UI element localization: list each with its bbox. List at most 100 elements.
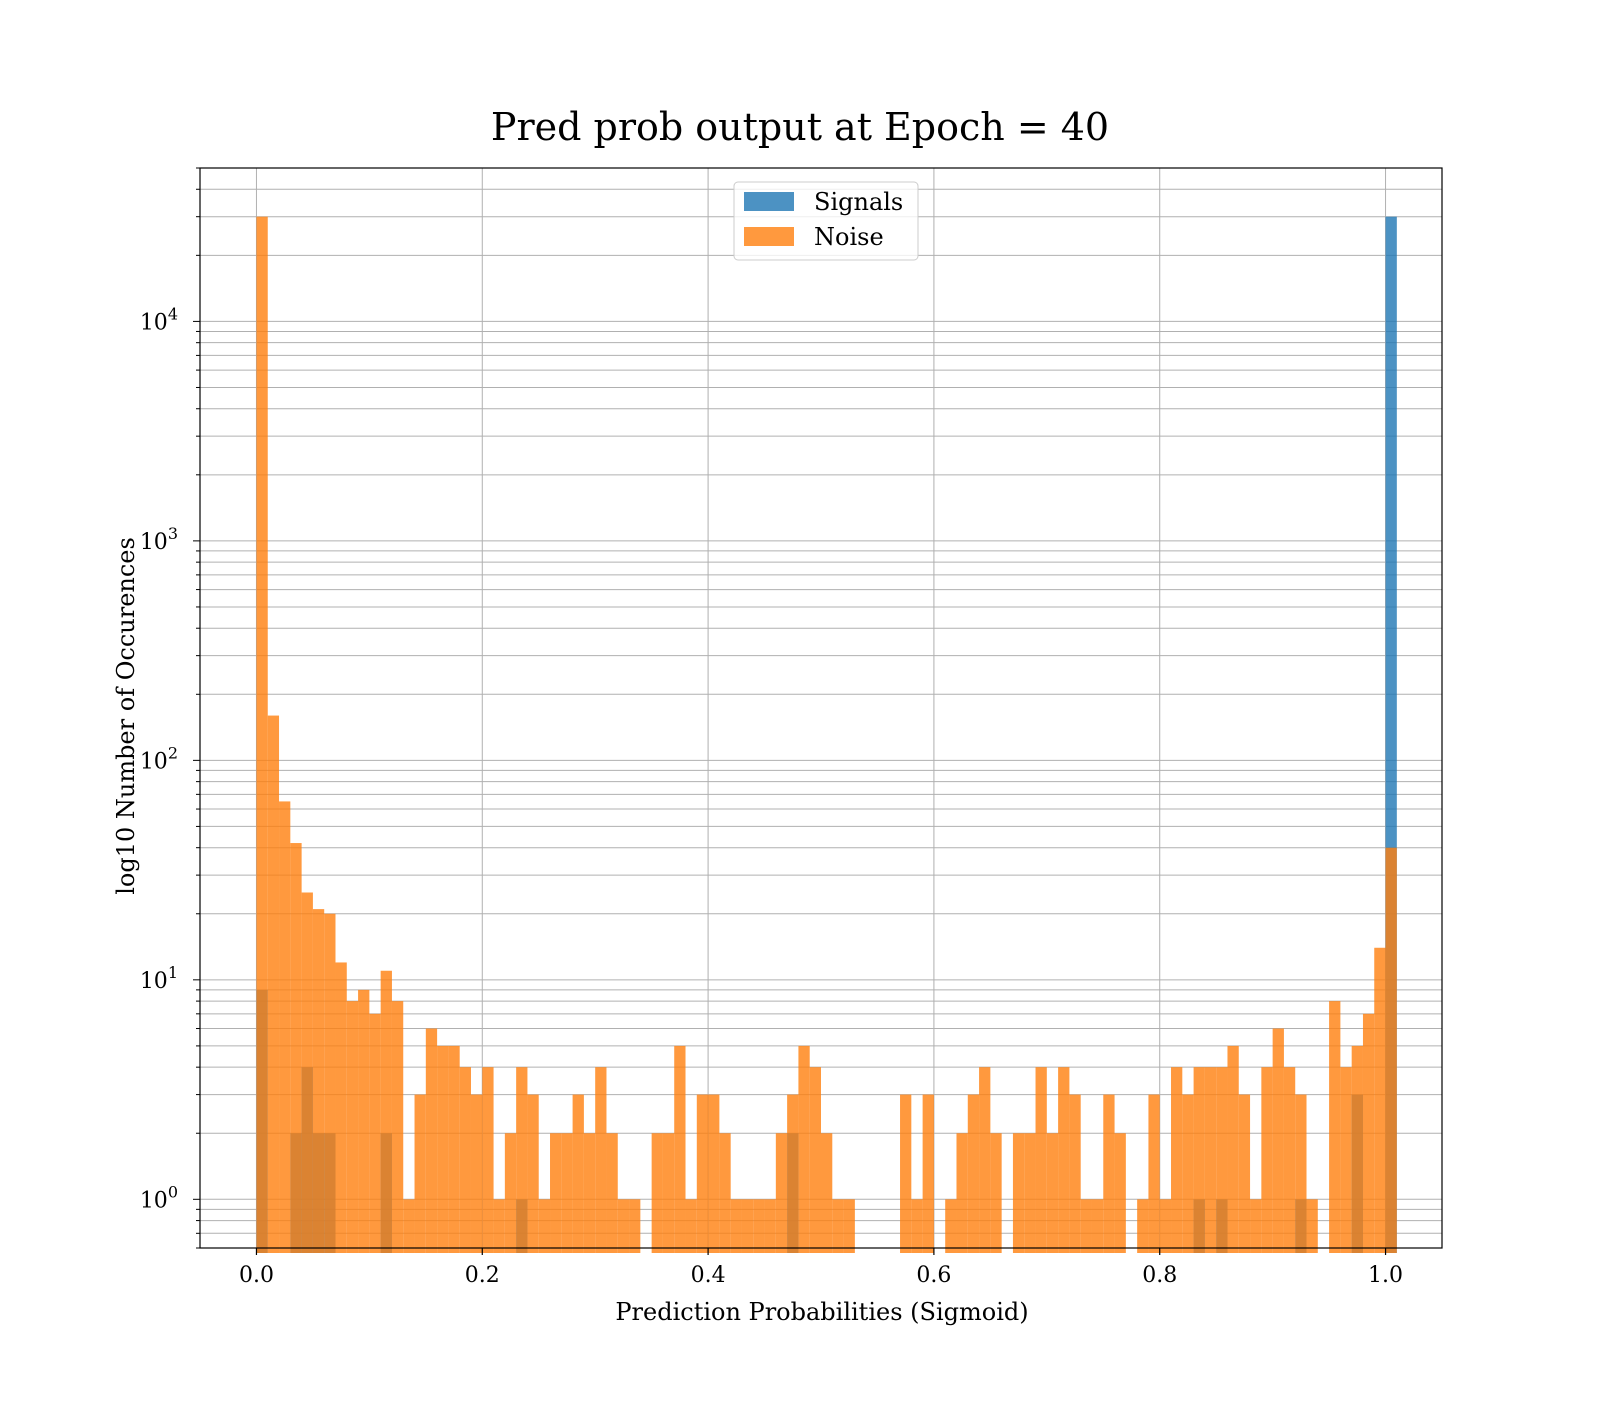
bar-noise xyxy=(911,1199,923,1253)
bar-noise xyxy=(595,1067,607,1253)
bar-noise xyxy=(1374,947,1386,1253)
bar-noise xyxy=(538,1199,551,1253)
bar-noise xyxy=(798,1045,810,1253)
bar-noise xyxy=(1283,1067,1296,1253)
bar-noise xyxy=(380,970,392,1253)
x-ticks: 0.0 0.2 0.4 0.6 0.8 1.0 xyxy=(239,1248,1403,1288)
bar-noise xyxy=(696,1094,709,1253)
bar-noise xyxy=(730,1199,742,1253)
bar-noise xyxy=(787,1094,799,1253)
legend-label-noise: Noise xyxy=(814,223,884,251)
bar-noise xyxy=(1137,1199,1149,1253)
bar-noise xyxy=(1250,1199,1262,1253)
bar-noise xyxy=(629,1199,641,1253)
bar-noise xyxy=(979,1067,991,1253)
bar-noise xyxy=(685,1199,697,1253)
bar-noise xyxy=(1295,1094,1307,1253)
bar-noise xyxy=(425,1028,438,1253)
bar-noise xyxy=(956,1133,968,1253)
bar-noise xyxy=(843,1199,855,1253)
bar-noise xyxy=(1238,1094,1251,1253)
bar-noise xyxy=(753,1199,765,1253)
bar-noise xyxy=(809,1067,821,1253)
bar-noise xyxy=(1058,1067,1070,1253)
bar-noise xyxy=(324,913,336,1253)
x-tick-label: 0.0 xyxy=(239,1263,274,1288)
bar-noise xyxy=(1103,1094,1115,1253)
bar-noise xyxy=(470,1094,483,1253)
bar-noise xyxy=(267,715,280,1253)
bar-noise xyxy=(990,1133,1002,1253)
chart-title: Pred prob output at Epoch = 40 xyxy=(491,105,1109,149)
bar-noise xyxy=(1182,1094,1194,1253)
bar-noise xyxy=(516,1067,528,1253)
bar-noise xyxy=(719,1133,731,1253)
bar-noise xyxy=(527,1094,539,1253)
bar-noise xyxy=(1351,1045,1363,1253)
bar-noise xyxy=(437,1045,449,1253)
x-tick-label: 0.8 xyxy=(1142,1263,1177,1288)
bar-noise xyxy=(290,843,302,1253)
bar-noise xyxy=(1171,1067,1183,1253)
bar-noise xyxy=(391,1001,404,1253)
bar-noise xyxy=(1204,1067,1217,1253)
y-ticks: 100 101 102 103 104 xyxy=(140,167,200,1249)
bar-noise xyxy=(1227,1045,1239,1253)
bar-noise xyxy=(561,1133,573,1253)
bar-noise xyxy=(945,1199,957,1253)
bar-noise xyxy=(1046,1133,1059,1253)
bar-noise xyxy=(1193,1067,1205,1253)
bar-noise xyxy=(651,1133,663,1253)
bar-noise xyxy=(312,909,325,1253)
bar-noise xyxy=(1272,1028,1284,1253)
bar-noise xyxy=(583,1133,596,1253)
bar-noise xyxy=(572,1094,584,1253)
bar-noise xyxy=(1091,1199,1104,1253)
bar-noise xyxy=(674,1045,686,1253)
bar-noise xyxy=(1261,1067,1273,1253)
bar-noise xyxy=(764,1199,776,1253)
bar-noise xyxy=(617,1199,630,1253)
bar-noise xyxy=(335,962,347,1253)
bar-noise xyxy=(403,1199,415,1253)
bar-noise xyxy=(1012,1133,1025,1253)
bars-layer xyxy=(256,216,1397,1253)
y-tick-label: 103 xyxy=(140,524,178,555)
bar-noise xyxy=(708,1094,720,1253)
bar-noise xyxy=(1114,1133,1126,1253)
bar-noise xyxy=(279,801,291,1253)
bar-noise xyxy=(1340,1067,1352,1253)
bar-noise xyxy=(482,1067,494,1253)
bar-noise xyxy=(301,892,313,1253)
legend-swatch-noise xyxy=(744,227,794,246)
bar-noise xyxy=(550,1133,562,1253)
y-tick-label: 104 xyxy=(140,304,178,335)
y-tick-label: 101 xyxy=(140,963,178,994)
legend-swatch-signals xyxy=(744,192,794,211)
bar-noise xyxy=(448,1045,460,1253)
plot-frame xyxy=(199,167,1443,1249)
x-axis-label: Prediction Probabilities (Sigmoid) xyxy=(615,1298,1028,1326)
bar-noise xyxy=(1306,1199,1318,1253)
bar-noise xyxy=(775,1133,788,1253)
bar-noise xyxy=(1362,1013,1375,1253)
bar-noise xyxy=(1216,1067,1228,1253)
bar-noise xyxy=(1385,847,1397,1253)
bar-noise xyxy=(832,1199,844,1253)
legend-label-signals: Signals xyxy=(814,188,903,216)
bar-noise xyxy=(1148,1094,1160,1253)
x-tick-label: 1.0 xyxy=(1368,1263,1403,1288)
bar-noise xyxy=(346,1001,359,1253)
bar-noise xyxy=(1069,1094,1081,1253)
bar-noise xyxy=(1329,1001,1341,1253)
bar-noise xyxy=(493,1199,505,1253)
y-tick-label: 102 xyxy=(140,743,178,774)
bar-signals xyxy=(1385,216,1397,1253)
bar-noise xyxy=(967,1094,980,1253)
legend: Signals Noise xyxy=(733,181,919,261)
bar-noise xyxy=(606,1133,618,1253)
bar-noise xyxy=(662,1133,675,1253)
bar-noise xyxy=(256,216,268,1253)
